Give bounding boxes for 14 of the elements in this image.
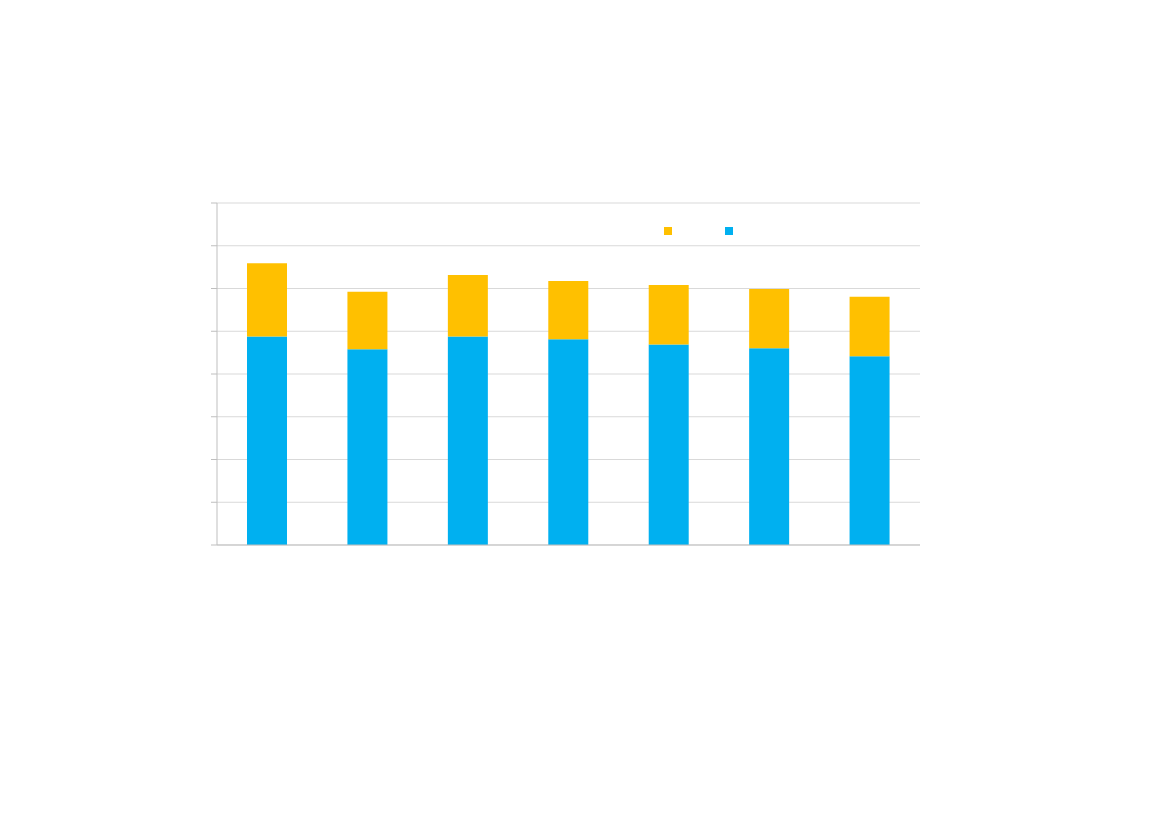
bar bbox=[849, 296, 890, 357]
bar bbox=[749, 348, 790, 545]
bar bbox=[749, 288, 790, 349]
bar bbox=[347, 349, 388, 545]
bar bbox=[849, 356, 890, 545]
bar bbox=[247, 336, 287, 545]
bar bbox=[347, 291, 388, 350]
bar bbox=[548, 281, 589, 340]
bar bbox=[247, 263, 287, 337]
bar bbox=[447, 275, 488, 337]
bar bbox=[447, 336, 488, 545]
bar bbox=[548, 339, 589, 545]
bar bbox=[648, 284, 689, 345]
bar bbox=[648, 344, 689, 545]
